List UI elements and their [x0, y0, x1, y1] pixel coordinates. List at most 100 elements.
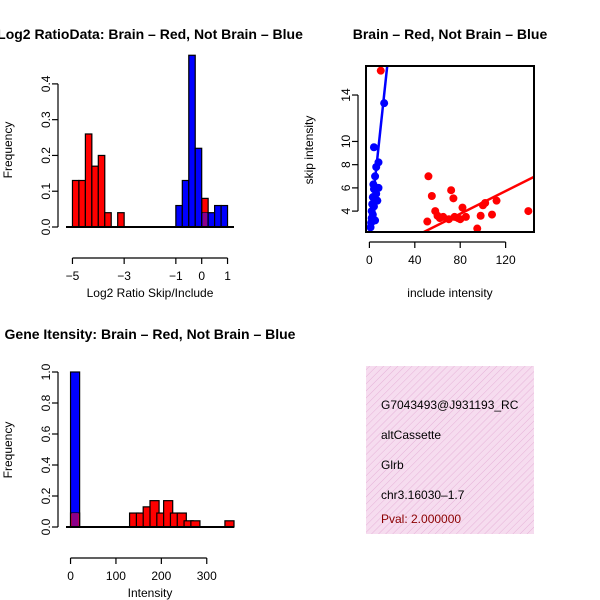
event-type: altCassette [381, 428, 441, 442]
scatter-ylabel: skip intensity [302, 116, 316, 185]
scatter-x-tick-label: 120 [496, 253, 516, 267]
scatter-point-not-brain [369, 202, 378, 211]
ratio-bars [71, 54, 229, 228]
scatter-point-brain [481, 198, 490, 207]
scatter-point-brain [458, 203, 467, 212]
ratio-bar-not-brain [175, 204, 183, 228]
gene-x-axis: 0 100 200 300 [67, 557, 217, 583]
gene-x-tick-label: 200 [151, 569, 171, 583]
ratio-y-tick-label: 0.3 [39, 111, 53, 128]
scatter-point-not-brain [380, 99, 389, 108]
gene-y-axis: 0.0 0.2 0.4 0.6 0.8 1.0 [39, 363, 59, 535]
ratio-bar-overlap [202, 212, 208, 227]
scatter-y-axis: 4 6 8 10 14 [339, 88, 359, 214]
gene-y-tick-label: 0.2 [39, 487, 53, 504]
gene-x-tick-label: 100 [106, 569, 126, 583]
intensity-scatter: Brain – Red, Not Brain – Blue 0 40 80 120 4… [302, 26, 547, 300]
ratio-y-axis: 0.0 0.1 0.2 0.3 0.4 [39, 75, 59, 235]
gene-x-tick-label: 0 [67, 569, 74, 583]
gene-name: Glrb [381, 458, 404, 472]
ratio-bar-not-brain [181, 179, 190, 228]
ratio-bar-brain [71, 179, 80, 228]
gene-bars [69, 371, 235, 528]
gene-ylabel: Frequency [1, 422, 15, 479]
gene-y-tick-label: 1.0 [39, 363, 53, 380]
ratio-bar-brain [97, 154, 106, 228]
ratio-xlabel: Log2 Ratio Skip/Include [87, 286, 214, 300]
ratio-bar-not-brain [188, 54, 196, 228]
scatter-x-tick-label: 80 [454, 253, 468, 267]
gene-x-tick-label: 300 [197, 569, 217, 583]
ratio-x-tick-label: −1 [169, 269, 183, 283]
scatter-point-brain [476, 211, 485, 220]
gene-y-tick-label: 0.4 [39, 456, 53, 473]
scatter-x-tick-label: 40 [408, 253, 422, 267]
ratio-x-tick-label: 1 [224, 269, 231, 283]
scatter-y-tick-label: 8 [339, 161, 353, 168]
scatter-point-not-brain [371, 216, 380, 225]
ratio-y-tick-label: 0.4 [39, 75, 53, 92]
gene-y-tick-label: 0.0 [39, 518, 53, 535]
ratio-x-tick-label: −5 [66, 269, 80, 283]
scatter-point-not-brain [369, 143, 378, 152]
scatter-y-tick-label: 4 [339, 207, 353, 214]
ratio-histogram: Log2 RatioData: Brain – Red, Not Brain –… [0, 26, 303, 300]
ratio-bar-brain [117, 212, 125, 228]
scatter-point-brain [461, 212, 470, 221]
ratio-x-axis: −5 −3 −1 0 1 [66, 257, 231, 283]
scatter-point-not-brain [373, 196, 382, 205]
info-panel: G7043493@J931193_RC altCassette Glrb chr… [366, 366, 534, 534]
ratio-bar-brain [104, 212, 112, 228]
scatter-point-not-brain [374, 158, 383, 167]
ratio-x-tick-label: −3 [117, 269, 131, 283]
genomic-location: chr3.16030–1.7 [381, 488, 465, 502]
ratio-bar-not-brain [220, 204, 229, 228]
scatter-point-brain [473, 224, 482, 232]
info-panel-background [366, 366, 534, 534]
scatter-fit-brain [423, 175, 534, 232]
scatter-point-not-brain [374, 183, 383, 192]
scatter-point-not-brain [371, 172, 380, 181]
scatter-point-brain [488, 210, 496, 219]
ratio-x-tick-label: 0 [198, 269, 205, 283]
scatter-point-brain [492, 196, 501, 205]
ratio-ylabel: Frequency [1, 122, 15, 179]
probe-id: G7043493@J931193_RC [381, 398, 519, 412]
scatter-y-tick-label: 10 [339, 134, 353, 148]
gene-intensity-histogram: Gene Itensity: Brain – Red, Not Brain – … [1, 326, 296, 600]
scatter-fit-lines [368, 66, 534, 232]
ratio-y-tick-label: 0.1 [39, 183, 53, 200]
ratio-bar-not-brain [194, 147, 203, 228]
scatter-point-brain [427, 192, 436, 201]
gene-y-tick-label: 0.6 [39, 425, 53, 442]
scatter-xlabel: include intensity [407, 286, 492, 300]
ratio-bar-brain [91, 165, 99, 228]
scatter-point-brain [447, 186, 456, 195]
scatter-y-tick-label: 14 [339, 88, 353, 102]
scatter-plot-box [365, 65, 535, 233]
scatter-points [366, 66, 533, 232]
ratio-y-tick-label: 0.0 [39, 218, 53, 235]
gene-title: Gene Itensity: Brain – Red, Not Brain – … [5, 326, 296, 342]
gene-bar-not-brain [69, 371, 81, 528]
ratio-bar-not-brain [207, 212, 216, 228]
scatter-x-tick-label: 0 [366, 253, 373, 267]
scatter-y-tick-label: 6 [339, 184, 353, 191]
scatter-point-brain [524, 207, 533, 216]
ratio-title: Log2 RatioData: Brain – Red, Not Brain –… [0, 26, 303, 42]
gene-bar-overlap [71, 513, 79, 527]
scatter-title: Brain – Red, Not Brain – Blue [353, 26, 548, 42]
ratio-y-tick-label: 0.2 [39, 147, 53, 164]
p-value: Pval: 2.000000 [381, 512, 461, 526]
ratio-bar-not-brain [214, 204, 222, 228]
scatter-point-brain [424, 172, 433, 181]
scatter-point-brain [449, 194, 458, 203]
scatter-point-brain [423, 217, 432, 226]
scatter-point-brain [376, 66, 385, 75]
gene-y-tick-label: 0.8 [39, 394, 53, 411]
ratio-bar-brain [78, 179, 86, 228]
gene-xlabel: Intensity [128, 586, 173, 600]
scatter-x-axis: 0 40 80 120 [366, 241, 516, 267]
ratio-bar-brain [84, 133, 93, 228]
